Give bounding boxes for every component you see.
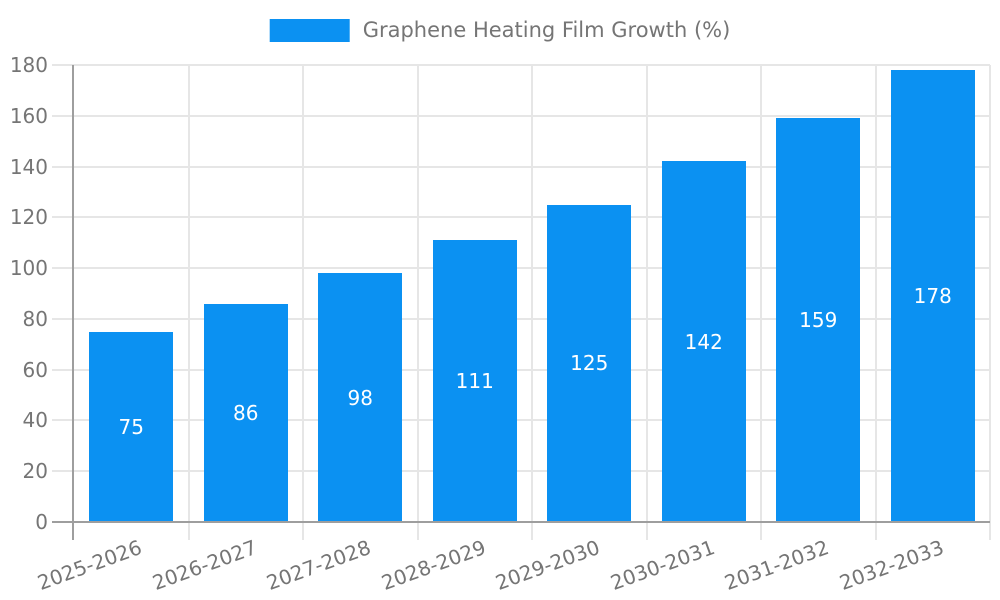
x-gridline	[302, 65, 304, 522]
x-gridline	[531, 65, 533, 522]
x-tick-mark	[760, 522, 762, 540]
y-axis-tick-label: 60	[22, 357, 48, 382]
y-axis-tick-label: 80	[22, 306, 48, 331]
y-tick-mark	[52, 470, 74, 473]
legend-item[interactable]: Graphene Heating Film Growth (%)	[269, 18, 731, 42]
x-tick-mark	[302, 522, 304, 540]
y-tick-mark	[52, 419, 74, 422]
bar[interactable]	[203, 303, 288, 522]
x-axis-tick-label: 2027-2028	[263, 535, 375, 595]
x-gridline	[645, 65, 648, 522]
x-axis-tick-label: 2026-2027	[148, 535, 260, 595]
x-tick-mark	[416, 522, 419, 540]
x-gridline	[989, 65, 991, 522]
x-tick-mark	[989, 522, 991, 540]
x-axis-tick-label: 2028-2029	[377, 535, 489, 595]
y-axis-tick-label: 40	[22, 408, 48, 433]
bar[interactable]	[661, 161, 746, 522]
x-axis-tick-label: 2032-2033	[835, 535, 947, 595]
x-gridline	[416, 65, 419, 522]
x-tick-mark	[645, 522, 648, 540]
x-gridline	[187, 65, 190, 522]
y-tick-mark	[52, 368, 74, 371]
bar[interactable]	[547, 204, 632, 522]
y-tick-mark	[52, 216, 74, 219]
x-gridline	[760, 65, 762, 522]
y-tick-mark	[52, 165, 74, 168]
y-axis-tick-label: 100	[9, 256, 48, 281]
x-axis-tick-label: 2030-2031	[606, 535, 718, 595]
legend-swatch	[269, 18, 350, 42]
y-tick-mark	[52, 267, 74, 270]
x-axis-line	[52, 521, 990, 523]
y-axis-tick-label: 160	[9, 103, 48, 128]
y-tick-mark	[52, 114, 74, 117]
y-axis-tick-label: 120	[9, 205, 48, 230]
x-gridline	[874, 65, 877, 522]
bar[interactable]	[432, 240, 517, 522]
bar[interactable]	[318, 273, 403, 522]
bar[interactable]	[89, 331, 174, 522]
y-tick-mark	[52, 317, 74, 320]
x-tick-mark	[531, 522, 533, 540]
x-axis-tick-label: 2031-2032	[721, 535, 833, 595]
bar[interactable]	[890, 70, 975, 522]
legend-label: Graphene Heating Film Growth (%)	[362, 18, 731, 42]
y-tick-mark	[52, 64, 74, 66]
x-axis-tick-label: 2025-2026	[34, 535, 146, 595]
y-axis-tick-label: 20	[22, 459, 48, 484]
bar[interactable]	[776, 118, 861, 522]
x-tick-mark	[187, 522, 190, 540]
x-axis-tick-label: 2029-2030	[492, 535, 604, 595]
y-axis-line	[72, 65, 74, 540]
y-axis-tick-label: 180	[9, 53, 48, 77]
y-axis-tick-label: 140	[9, 154, 48, 179]
x-tick-mark	[874, 522, 877, 540]
y-axis-tick-label: 0	[35, 510, 48, 534]
